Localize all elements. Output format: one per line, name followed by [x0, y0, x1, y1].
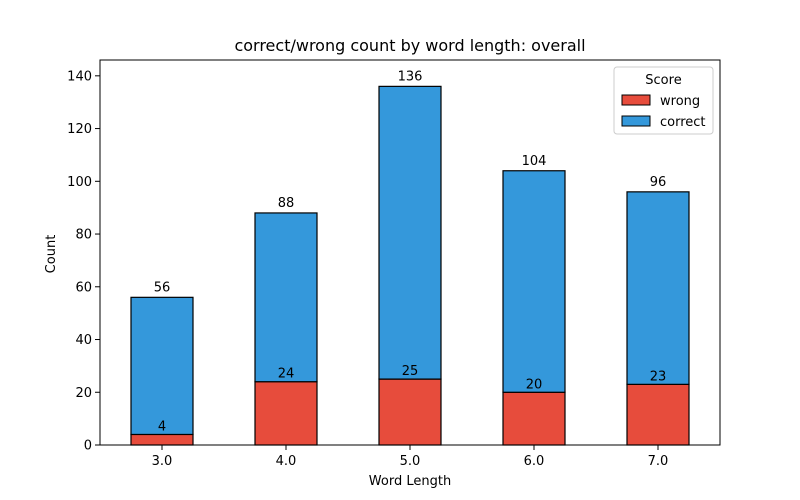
x-tick-label: 6.0: [524, 454, 545, 469]
data-label-total-6.0: 104: [522, 154, 547, 169]
x-tick-label: 4.0: [276, 454, 297, 469]
y-axis-title: Count: [44, 235, 59, 274]
legend: Score wrong correct: [613, 66, 714, 135]
x-axis: 3.0 4.0 5.0 6.0 7.0: [152, 445, 669, 469]
y-tick-label: 40: [75, 333, 92, 348]
x-tick-label: 3.0: [152, 454, 173, 469]
legend-label-wrong: wrong: [660, 94, 700, 109]
legend-swatch-wrong: [621, 94, 651, 106]
bar-correct-6.0: [502, 170, 566, 393]
chart-title: correct/wrong count by word length: over…: [234, 36, 585, 55]
x-tick-label: 7.0: [648, 454, 669, 469]
legend-swatch-correct: [621, 115, 651, 127]
legend-label-correct: correct: [660, 115, 706, 130]
bar-correct-4.0: [254, 212, 318, 383]
y-tick-label: 140: [67, 69, 92, 84]
bar-correct-3.0: [130, 296, 194, 436]
bar-wrong-7.0: [626, 383, 690, 446]
data-label-total-4.0: 88: [278, 196, 295, 211]
y-tick-label: 20: [75, 386, 92, 401]
y-tick-label: 120: [67, 122, 92, 137]
data-label-wrong-5.0: 25: [402, 364, 419, 379]
y-tick-label: 60: [75, 280, 92, 295]
data-label-wrong-3.0: 4: [158, 419, 166, 434]
bar-wrong-3.0: [130, 433, 194, 446]
y-tick-label: 80: [75, 228, 92, 243]
data-label-wrong-6.0: 20: [526, 377, 543, 392]
x-tick-label: 5.0: [400, 454, 421, 469]
data-label-total-3.0: 56: [154, 280, 171, 295]
legend-title: Score: [645, 73, 681, 88]
y-tick-label: 0: [84, 439, 92, 454]
data-label-total-5.0: 136: [398, 69, 423, 84]
plot-area: 4 56 24 88 25 136 20 104 23 96: [99, 59, 721, 446]
bar-correct-7.0: [626, 191, 690, 385]
data-label-wrong-7.0: 23: [650, 369, 667, 384]
data-label-wrong-4.0: 24: [278, 367, 295, 382]
bar-wrong-4.0: [254, 381, 318, 446]
y-axis: 0 20 40 60 80 100 120 140: [67, 69, 100, 454]
bar-wrong-6.0: [502, 391, 566, 446]
bar-correct-5.0: [378, 85, 442, 380]
x-axis-title: Word Length: [369, 474, 451, 489]
data-label-total-7.0: 96: [650, 175, 667, 190]
y-tick-label: 100: [67, 175, 92, 190]
bar-wrong-5.0: [378, 378, 442, 446]
